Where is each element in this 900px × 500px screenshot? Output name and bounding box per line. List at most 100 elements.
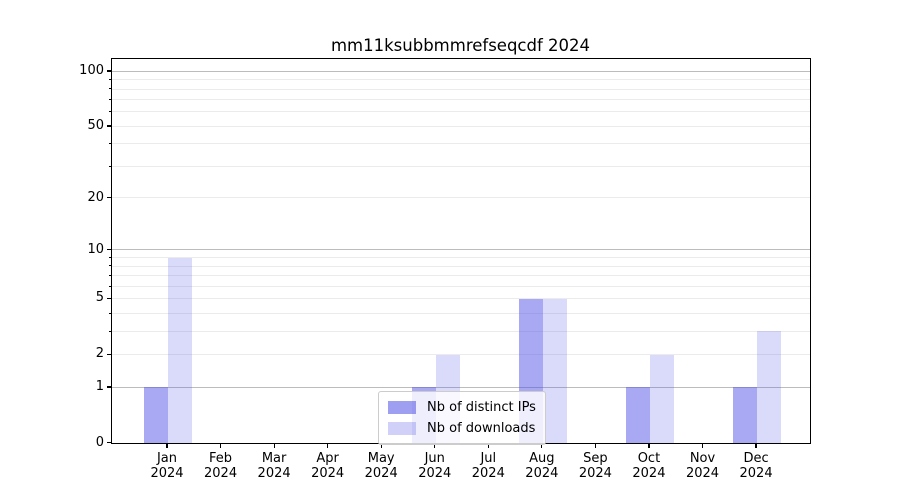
x-axis-tick-label-line: Nov: [689, 451, 716, 466]
bar-nb-of-distinct-ips-oct-2024: [625, 387, 650, 443]
bar-nb-of-downloads-oct-2024: [649, 354, 674, 443]
x-axis-tick-label: Oct 2024: [617, 451, 681, 481]
bar-nb-of-distinct-ips-dec-2024: [733, 387, 758, 443]
gridline-minor: [112, 111, 810, 113]
x-axis-tick: [487, 444, 489, 448]
x-axis-tick-label: Dec 2024: [724, 451, 788, 481]
x-axis-tick: [219, 444, 222, 448]
y-axis-minor-tick: [109, 265, 111, 267]
gridline-minor: [112, 125, 810, 127]
x-axis-tick-label: Nov 2024: [671, 451, 735, 481]
x-axis-tick: [701, 444, 704, 448]
y-axis-tick-label: 10: [87, 241, 104, 257]
x-axis-tick-label: Jul 2024: [456, 451, 520, 481]
x-axis-tick-label-line: May: [367, 451, 395, 466]
bar-nb-of-downloads-aug-2024: [542, 298, 567, 443]
legend-label-downloads: Nb of downloads: [427, 421, 536, 436]
gridline-minor: [112, 197, 810, 199]
legend: Nb of distinct IPs Nb of downloads: [378, 391, 546, 445]
y-axis-minor-tick: [109, 297, 111, 300]
x-axis-tick-label-line: 2024: [204, 465, 238, 481]
x-axis-tick-label: Apr 2024: [296, 451, 360, 481]
y-axis-minor-tick: [109, 256, 111, 258]
x-axis-tick-label-line: 2024: [632, 465, 666, 481]
gridline-minor: [112, 88, 810, 90]
bar-nb-of-distinct-ips-jan-2024: [144, 387, 168, 443]
chart-title: mm11ksubbmmrefseqcdf 2024: [330, 36, 591, 55]
x-axis-tick-label-line: Jan: [156, 451, 178, 466]
x-axis-tick: [166, 444, 168, 448]
y-axis-tick-label: 0: [95, 434, 104, 450]
gridline-minor: [112, 354, 810, 356]
y-axis-tick: [107, 442, 111, 444]
gridline-major: [112, 386, 810, 388]
gridline-minor: [112, 143, 810, 145]
x-axis-tick: [380, 444, 382, 448]
y-axis-tick-label: 50: [87, 118, 104, 134]
x-axis-tick-label-line: 2024: [257, 465, 291, 481]
y-axis-minor-tick: [109, 312, 111, 314]
y-axis-minor-tick: [109, 353, 111, 355]
x-axis-tick-label-line: Jun: [424, 451, 445, 466]
x-axis-tick-label-line: 2024: [525, 465, 559, 481]
gridline-minor: [112, 285, 810, 287]
x-axis-tick-label-line: 2024: [685, 465, 720, 481]
x-axis-tick-label: Sep 2024: [563, 451, 627, 481]
gridline-minor: [112, 79, 810, 81]
x-axis-tick-label-line: 2024: [150, 465, 184, 481]
gridline-major: [112, 249, 810, 251]
x-axis-tick: [327, 444, 329, 448]
y-axis-tick-label: 5: [95, 290, 104, 306]
y-axis-minor-tick: [109, 285, 111, 287]
x-axis-tick: [434, 444, 436, 448]
y-axis-minor-tick: [109, 165, 111, 167]
gridline-minor: [112, 265, 810, 267]
x-axis-tick-label-line: 2024: [364, 465, 398, 481]
x-axis-tick-label: Mar 2024: [242, 451, 306, 481]
x-axis-tick-label: Jun 2024: [403, 451, 467, 481]
gridline-minor: [112, 298, 810, 300]
x-axis-tick-label-line: Oct: [637, 451, 661, 466]
y-axis-minor-tick: [109, 197, 111, 199]
legend-label-distinct-ips: Nb of distinct IPs: [427, 400, 536, 415]
y-axis-minor-tick: [109, 78, 111, 81]
legend-item-downloads: Nb of downloads: [388, 418, 536, 439]
x-axis-tick-label-line: 2024: [418, 465, 452, 481]
bar-nb-of-downloads-jan-2024: [168, 257, 192, 443]
y-axis-tick: [107, 70, 111, 72]
y-axis-minor-tick: [109, 330, 111, 332]
x-axis-tick-label-line: 2024: [471, 465, 505, 481]
y-axis-minor-tick: [109, 274, 111, 276]
y-axis-minor-tick: [109, 88, 111, 90]
x-axis-tick-label-line: Jul: [480, 451, 497, 466]
y-axis-minor-tick: [109, 98, 111, 101]
legend-swatch-distinct-ips: [388, 401, 416, 414]
gridline-minor: [112, 275, 810, 277]
y-axis-minor-tick: [109, 143, 111, 145]
x-axis-tick-label-line: Aug: [529, 451, 555, 466]
x-axis-tick-label-line: Mar: [261, 451, 287, 466]
x-axis-tick-label-line: Feb: [209, 451, 233, 466]
gridline-minor: [112, 312, 810, 314]
y-axis-tick-label: 1: [95, 378, 104, 394]
legend-swatch-downloads: [388, 422, 416, 435]
bar-nb-of-downloads-dec-2024: [757, 331, 782, 443]
y-axis-minor-tick: [109, 125, 111, 127]
y-axis-minor-tick: [109, 111, 111, 113]
x-axis-tick-label: Jan 2024: [135, 451, 199, 481]
gridline-minor: [112, 165, 810, 167]
y-axis-tick: [107, 386, 111, 388]
x-axis-tick-label-line: Apr: [316, 451, 339, 466]
plot-area: [111, 58, 811, 444]
x-axis-tick-label: May 2024: [349, 451, 413, 481]
x-axis-tick-label-line: 2024: [311, 465, 345, 481]
x-axis-tick-label: Feb 2024: [189, 451, 253, 481]
y-axis-tick-label: 2: [95, 346, 104, 362]
x-axis-tick: [755, 444, 757, 448]
y-axis-tick-label: 100: [79, 62, 104, 78]
legend-item-distinct-ips: Nb of distinct IPs: [388, 397, 536, 418]
x-axis-tick-label: Aug 2024: [510, 451, 574, 481]
y-axis-tick: [107, 249, 111, 251]
gridline-major: [112, 70, 810, 72]
